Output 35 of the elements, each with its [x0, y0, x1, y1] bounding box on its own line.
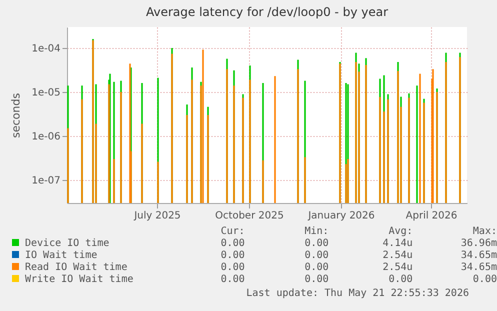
x-tick-label: October 2025 [215, 210, 284, 222]
text: 0.00 [220, 274, 245, 286]
chart-title: Average latency for /dev/loop0 - by year [146, 5, 388, 19]
text: 2.54u [382, 250, 413, 262]
text: 4.14u [382, 238, 413, 250]
y-tick-label: 1e-05 [32, 87, 60, 98]
text: 0.00 [304, 274, 329, 286]
text: 0.00 [304, 250, 329, 262]
text: Min: [304, 226, 329, 238]
legend-label: Device IO time [24, 238, 110, 250]
legend-label: Write IO Wait time [24, 274, 134, 286]
text: 34.65m [460, 250, 497, 262]
text: 0.00 [220, 262, 245, 274]
y-tick-label: 1e-06 [32, 131, 60, 142]
y-tick-label: 1e-04 [32, 43, 60, 54]
text: 36.96m [460, 238, 497, 250]
text: 0.00 [304, 238, 329, 250]
text: Avg: [388, 226, 413, 238]
y-tick-label: 1e-07 [32, 175, 60, 186]
y-axis-title: seconds [10, 92, 23, 138]
text: Cur: [220, 226, 245, 238]
text: 0.00 [220, 250, 245, 262]
text: Max: [472, 226, 497, 238]
text: Last update: Thu May 21 22:55:33 2026 [246, 288, 469, 299]
x-tick-label: January 2026 [307, 210, 375, 222]
text: 0.00 [472, 274, 497, 286]
text: 34.65m [460, 262, 497, 274]
text: 0.00 [304, 262, 329, 274]
text: 0.00 [388, 274, 413, 286]
text: 2.54u [382, 262, 413, 274]
legend-label: IO Wait time [24, 250, 98, 262]
text: 0.00 [220, 238, 245, 250]
x-tick-label: July 2025 [133, 210, 181, 222]
x-tick-label: April 2026 [406, 210, 458, 222]
legend-label: Read IO Wait time [24, 262, 128, 274]
